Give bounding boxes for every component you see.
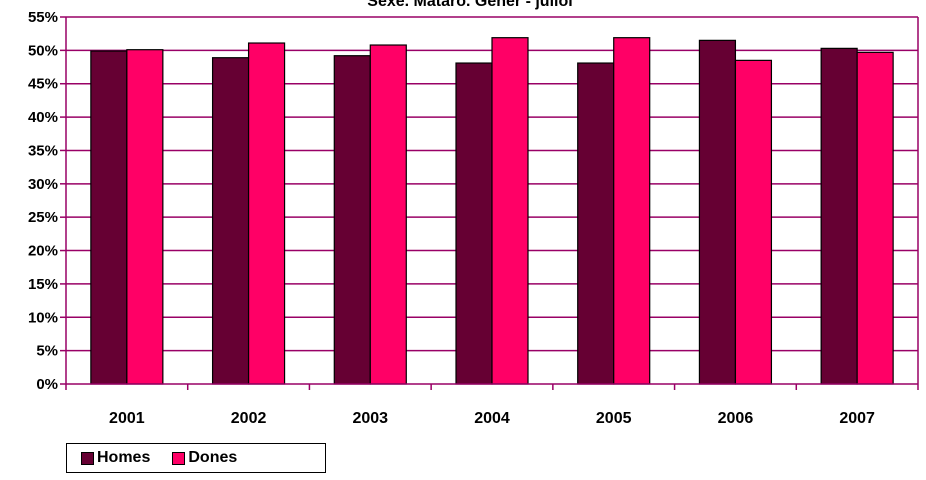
- bar-homes-2005: [577, 62, 615, 385]
- x-tick-labels: 2001 2002 2003 2004 2005 2006 2007: [109, 410, 875, 427]
- x-tick-label: 2007: [839, 410, 875, 427]
- bar-homes-2003: [333, 55, 371, 385]
- legend-label-dones: Dones: [188, 449, 238, 466]
- y-tick-label: 25%: [28, 209, 58, 226]
- y-tick-label: 30%: [28, 176, 58, 193]
- legend-swatch-homes: [81, 451, 94, 465]
- bar-homes-2002: [211, 57, 250, 385]
- bar-dones-2003: [369, 44, 407, 385]
- bar-homes-2006: [698, 39, 737, 385]
- y-tick-label: 55%: [28, 9, 58, 26]
- y-tick-label: 10%: [28, 309, 58, 326]
- y-tick-label: 5%: [36, 343, 58, 360]
- bar-dones-2004: [491, 37, 529, 385]
- bar-homes-2004: [455, 62, 493, 385]
- bar-homes-2007: [820, 47, 858, 385]
- bars: [90, 37, 894, 385]
- x-tick-label: 2001: [109, 410, 145, 427]
- legend-item-dones: Dones: [172, 449, 237, 467]
- y-tick-label: 45%: [28, 76, 58, 93]
- x-tick-label: 2006: [718, 410, 754, 427]
- bar-dones-2005: [613, 37, 651, 385]
- x-tick-label: 2003: [352, 410, 388, 427]
- axes: [60, 16, 919, 390]
- bar-dones-2007: [856, 51, 894, 385]
- x-tick-label: 2005: [596, 410, 632, 427]
- legend-item-homes: Homes: [81, 449, 150, 467]
- y-tick-labels: 0% 5% 10% 15% 20% 25% 30% 35% 40% 45% 50% 55%: [28, 9, 58, 393]
- y-tick-label: 20%: [28, 243, 58, 260]
- y-tick-label: 40%: [28, 109, 58, 126]
- y-tick-label: 35%: [28, 142, 58, 159]
- legend: Homes Dones: [66, 443, 326, 473]
- y-tick-label: 0%: [36, 376, 58, 393]
- bar-homes-2001: [90, 50, 128, 385]
- legend-label-homes: Homes: [97, 449, 151, 466]
- chart-title: Sexe. Mataró. Gener - juliol: [367, 0, 572, 10]
- y-tick-label: 15%: [28, 276, 58, 293]
- y-tick-label: 50%: [28, 42, 58, 59]
- bar-dones-2001: [126, 49, 164, 385]
- x-tick-label: 2002: [231, 410, 267, 427]
- legend-swatch-dones: [172, 451, 186, 465]
- bar-dones-2002: [247, 42, 286, 385]
- bar-dones-2006: [734, 59, 773, 385]
- x-tick-label: 2004: [474, 410, 510, 427]
